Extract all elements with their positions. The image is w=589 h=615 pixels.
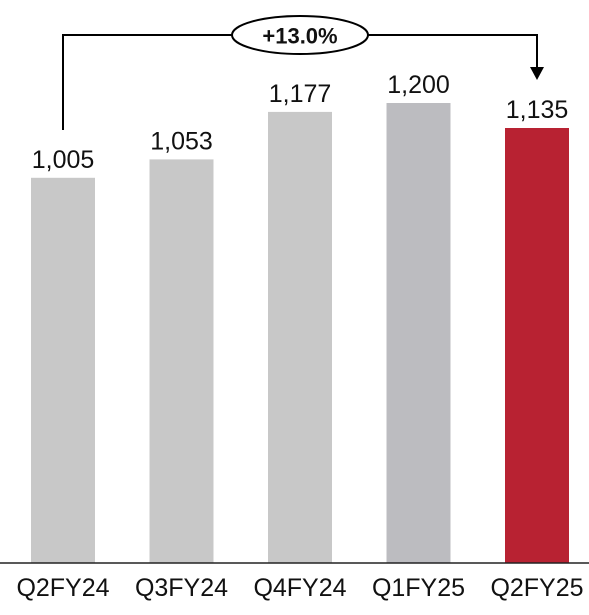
value-label-q3fy24: 1,053 xyxy=(150,127,213,155)
x-tick-label-q4fy24: Q4FY24 xyxy=(253,574,346,602)
value-label-q4fy24: 1,177 xyxy=(269,80,332,108)
x-tick-label-q3fy24: Q3FY24 xyxy=(135,574,228,602)
x-tick-label-q1fy25: Q1FY25 xyxy=(372,574,465,602)
bar-q1fy25 xyxy=(386,103,451,563)
growth-arrowhead xyxy=(530,67,544,80)
value-label-q1fy25: 1,200 xyxy=(387,71,450,99)
growth-callout-oval xyxy=(231,15,369,55)
value-label-q2fy25: 1,135 xyxy=(506,96,569,124)
growth-callout-text: +13.0% xyxy=(262,24,337,49)
bar-q3fy24 xyxy=(149,159,214,563)
value-labels-group: 1,005 1,053 1,177 1,200 1,135 xyxy=(32,71,569,174)
growth-annotation: +13.0% xyxy=(62,15,544,130)
bar-q2fy24 xyxy=(31,177,95,564)
x-tick-label-q2fy24: Q2FY24 xyxy=(16,574,109,602)
x-tick-labels-group: Q2FY24 Q3FY24 Q4FY24 Q1FY25 Q2FY25 xyxy=(16,574,583,602)
x-tick-label-q2fy25: Q2FY25 xyxy=(490,574,583,602)
bars-group xyxy=(31,103,569,564)
bar-q2fy25 xyxy=(505,128,569,563)
bar-q4fy24 xyxy=(268,111,332,564)
value-label-q2fy24: 1,005 xyxy=(32,146,95,174)
